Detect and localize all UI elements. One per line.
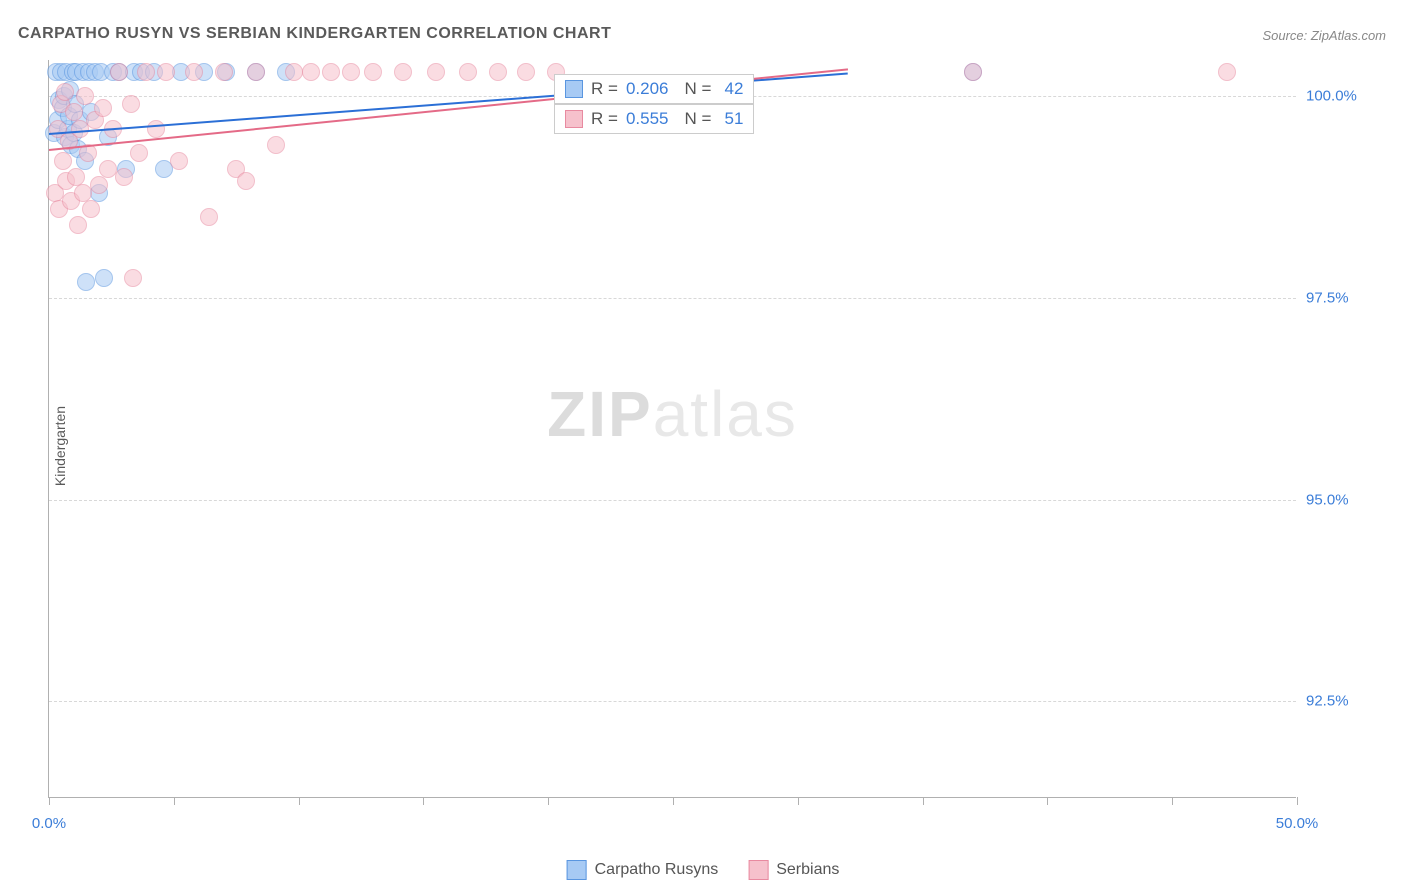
x-tick (299, 797, 300, 805)
grid-line (49, 298, 1296, 299)
x-tick (923, 797, 924, 805)
correlation-stat-box: R = 0.206 N = 42 (554, 74, 754, 104)
r-label: R = (591, 109, 618, 129)
data-point (237, 172, 255, 190)
y-tick-label: 97.5% (1306, 289, 1386, 306)
legend-label: Carpatho Rusyns (595, 861, 719, 879)
data-point (342, 63, 360, 81)
data-point (94, 99, 112, 117)
data-point (267, 136, 285, 154)
x-tick-label: 0.0% (32, 815, 66, 832)
data-point (122, 95, 140, 113)
data-point (427, 63, 445, 81)
x-tick (423, 797, 424, 805)
data-point (124, 269, 142, 287)
x-tick (174, 797, 175, 805)
x-tick (548, 797, 549, 805)
data-point (95, 269, 113, 287)
data-point (285, 63, 303, 81)
x-tick (673, 797, 674, 805)
data-point (459, 63, 477, 81)
chart-source: Source: ZipAtlas.com (1262, 28, 1386, 43)
n-label: N = (684, 109, 711, 129)
series-swatch (565, 80, 583, 98)
data-point (517, 63, 535, 81)
y-tick-label: 92.5% (1306, 693, 1386, 710)
n-value: 42 (719, 79, 743, 99)
correlation-stat-box: R = 0.555 N = 51 (554, 104, 754, 134)
data-point (82, 200, 100, 218)
r-value: 0.206 (626, 79, 669, 99)
data-point (489, 63, 507, 81)
y-tick-label: 100.0% (1306, 88, 1386, 105)
r-value: 0.555 (626, 109, 669, 129)
data-point (364, 63, 382, 81)
data-point (215, 63, 233, 81)
data-point (76, 87, 94, 105)
data-point (322, 63, 340, 81)
legend-label: Serbians (776, 861, 839, 879)
data-point (77, 273, 95, 291)
x-tick (798, 797, 799, 805)
data-point (200, 208, 218, 226)
legend-swatch (748, 860, 768, 880)
legend-item: Carpatho Rusyns (567, 860, 719, 880)
data-point (137, 63, 155, 81)
legend: Carpatho Rusyns Serbians (567, 860, 840, 880)
data-point (394, 63, 412, 81)
data-point (1218, 63, 1236, 81)
x-tick (1297, 797, 1298, 805)
legend-item: Serbians (748, 860, 839, 880)
data-point (302, 63, 320, 81)
data-point (90, 176, 108, 194)
x-tick (1047, 797, 1048, 805)
n-value: 51 (719, 109, 743, 129)
y-tick-label: 95.0% (1306, 491, 1386, 508)
r-label: R = (591, 79, 618, 99)
data-point (157, 63, 175, 81)
data-point (54, 152, 72, 170)
series-swatch (565, 110, 583, 128)
data-point (185, 63, 203, 81)
plot-area: ZIPatlas 92.5%95.0%97.5%100.0%0.0%50.0%R… (48, 60, 1296, 798)
x-tick (1172, 797, 1173, 805)
x-tick (49, 797, 50, 805)
legend-swatch (567, 860, 587, 880)
data-point (147, 120, 165, 138)
chart-container: CARPATHO RUSYN VS SERBIAN KINDERGARTEN C… (0, 0, 1406, 892)
x-tick-label: 50.0% (1276, 815, 1319, 832)
chart-title: CARPATHO RUSYN VS SERBIAN KINDERGARTEN C… (18, 25, 611, 43)
data-point (247, 63, 265, 81)
data-point (115, 168, 133, 186)
data-point (170, 152, 188, 170)
data-point (110, 63, 128, 81)
n-label: N = (684, 79, 711, 99)
data-point (130, 144, 148, 162)
data-point (69, 216, 87, 234)
data-point (964, 63, 982, 81)
data-point (56, 83, 74, 101)
watermark: ZIPatlas (547, 377, 798, 451)
grid-line (49, 701, 1296, 702)
grid-line (49, 500, 1296, 501)
